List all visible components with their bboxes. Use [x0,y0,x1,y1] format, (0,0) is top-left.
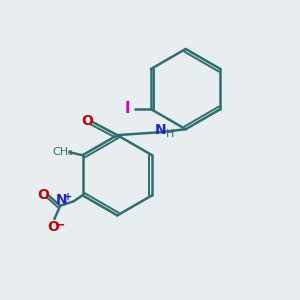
Text: N: N [155,123,167,137]
Text: CH₃: CH₃ [53,147,74,157]
Text: +: + [64,192,72,202]
Text: O: O [81,114,93,128]
Text: O: O [37,188,49,202]
Text: H: H [166,129,174,139]
Text: O: O [47,220,59,233]
Text: I: I [124,101,130,116]
Text: N: N [56,194,68,207]
Text: −: − [55,218,65,232]
